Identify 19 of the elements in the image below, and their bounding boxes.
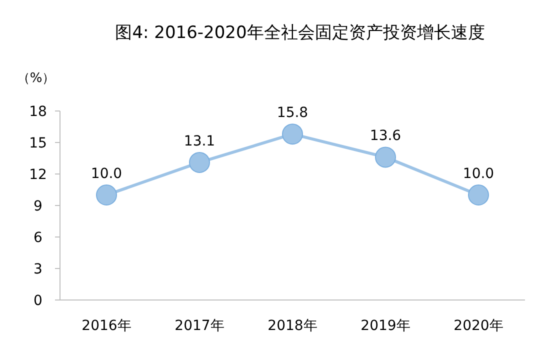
data-label: 10.0 xyxy=(90,166,122,182)
data-label: 10.0 xyxy=(462,166,494,182)
ylabel: （%） xyxy=(16,71,56,86)
xtick: 2017年 xyxy=(174,318,224,334)
data-label: 13.6 xyxy=(370,128,402,144)
xtick: 2018年 xyxy=(268,318,318,334)
ytick: 15 xyxy=(29,136,47,152)
ytick: 18 xyxy=(29,104,47,120)
ytick: 3 xyxy=(34,262,42,278)
data-label: 15.8 xyxy=(276,105,308,122)
ytick: 0 xyxy=(34,293,42,309)
ytick: 9 xyxy=(34,198,42,214)
ytick: 6 xyxy=(34,230,42,246)
xtick: 2019年 xyxy=(360,318,410,334)
xtick: 2020年 xyxy=(454,318,504,334)
title: 图4: 2016-2020年全社会固定资产投资增长速度 xyxy=(115,23,485,43)
xtick: 2016年 xyxy=(82,318,132,334)
data-label: 13.1 xyxy=(184,133,216,150)
ytick: 12 xyxy=(29,167,47,183)
